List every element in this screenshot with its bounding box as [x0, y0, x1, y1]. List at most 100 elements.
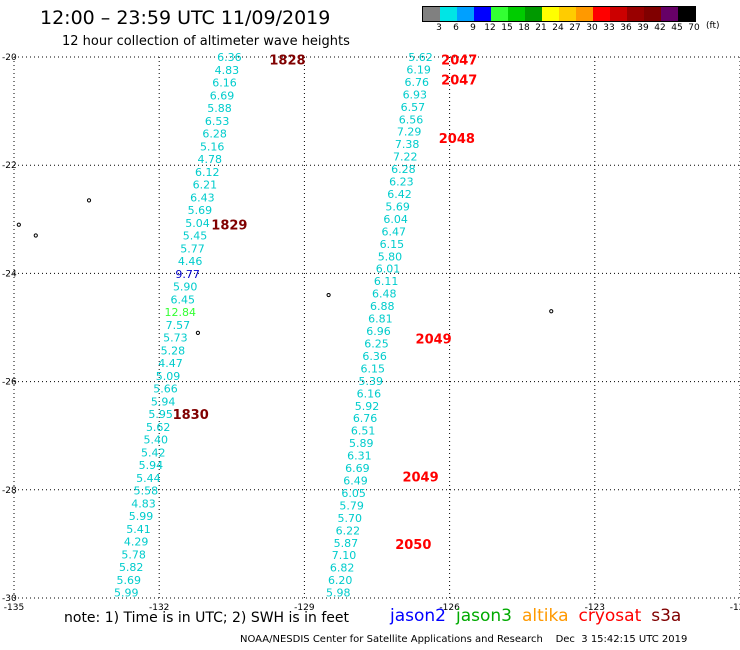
- map-title: 12:00 – 23:59 UTC 11/09/2019: [40, 7, 331, 29]
- legend-label: 9: [470, 23, 476, 33]
- swh-value: 5.89: [349, 437, 374, 450]
- legend-label: 12: [484, 23, 496, 33]
- pass-time-label: 1829: [211, 219, 247, 234]
- swh-value: 5.62: [146, 421, 171, 434]
- swh-value: 6.16: [212, 77, 237, 90]
- island-marker: [195, 330, 201, 336]
- island-marker: [86, 198, 92, 203]
- swh-value: 5.90: [173, 281, 198, 294]
- legend-label: 36: [620, 23, 632, 33]
- legend-label: 18: [518, 23, 530, 33]
- lon-tick-label: -135: [4, 603, 24, 613]
- legend-labels: 3 6 9 12 15 18 21 24 27 30 33 36 39 42 45 70: [422, 22, 700, 34]
- satellite-name: jason3: [456, 606, 512, 626]
- satellite-name: cryosat: [578, 606, 642, 626]
- legend-unit: (ft): [706, 21, 720, 31]
- pass-time-label: 2047: [441, 54, 477, 69]
- swh-value: 6.16: [357, 387, 382, 400]
- swh-value: 6.05: [341, 487, 366, 500]
- legend-label: 30: [586, 23, 598, 33]
- swh-value: 5.41: [126, 523, 151, 536]
- swh-value: 5.04: [185, 217, 210, 230]
- swh-value: 6.45: [170, 293, 195, 306]
- lat-tick-label: -20: [2, 53, 17, 63]
- map-subtitle: 12 hour collection of altimeter wave hei…: [62, 34, 350, 49]
- swh-value: 5.16: [200, 140, 225, 153]
- swh-value: 4.46: [178, 255, 203, 268]
- swh-value: 5.09: [156, 370, 181, 383]
- swh-value: 4.78: [197, 153, 222, 166]
- swh-value: 6.69: [210, 89, 235, 102]
- pass-time-label: 2049: [402, 470, 438, 485]
- legend-label: 70: [688, 23, 700, 33]
- lat-tick-label: -30: [2, 594, 17, 604]
- legend-swatch: [508, 7, 525, 21]
- swh-value: 6.76: [404, 76, 429, 89]
- satellite-name: s3a: [651, 606, 682, 626]
- lon-tick-label: -126: [439, 603, 460, 613]
- swh-value: 5.45: [183, 230, 208, 243]
- swh-value: 4.83: [131, 497, 156, 510]
- swh-value: 6.43: [190, 191, 215, 204]
- lon-tick-label: -123: [585, 603, 605, 613]
- swh-value: 5.78: [121, 548, 146, 561]
- lat-tick-label: -26: [2, 378, 17, 388]
- legend-swatch: [644, 7, 661, 21]
- legend-label: 6: [453, 23, 459, 33]
- legend-swatch: [610, 7, 627, 21]
- legend-swatch: [423, 7, 440, 21]
- pass-time-label: 2049: [416, 332, 452, 347]
- legend-swatch: [661, 7, 678, 21]
- swh-value: 6.76: [353, 412, 378, 425]
- swh-value: 5.87: [334, 537, 359, 550]
- swh-value: 6.22: [336, 524, 361, 537]
- swh-value: 6.56: [399, 113, 424, 126]
- swh-value: 4.83: [215, 64, 240, 77]
- legend-label: 33: [603, 23, 615, 33]
- legend-label: 3: [436, 23, 442, 33]
- legend-swatch: [593, 7, 610, 21]
- pass-time-label: 1828: [269, 54, 305, 69]
- lon-tick-label: -120: [730, 603, 740, 613]
- swh-value: 6.81: [368, 313, 393, 326]
- swh-value: 5.99: [129, 510, 154, 523]
- swh-value: 5.95: [148, 408, 173, 421]
- swh-value: 6.36: [362, 350, 387, 363]
- swh-value: 5.70: [338, 512, 363, 525]
- swh-value: 6.48: [372, 288, 397, 301]
- legend-label: 24: [552, 23, 564, 33]
- legend-swatch: [457, 7, 474, 21]
- legend-swatch: [525, 7, 542, 21]
- island-marker: [33, 233, 38, 238]
- pass-labels: 1828 2047 2047 2048 1829 2049 1830 2049 2050: [173, 54, 478, 553]
- swh-value: 6.11: [374, 275, 399, 288]
- legend-label: 42: [654, 23, 666, 33]
- island-marker: [16, 222, 21, 227]
- legend-swatch: [627, 7, 644, 21]
- footer-note: note: 1) Time is in UTC; 2) SWH is in fe…: [64, 610, 350, 626]
- swh-value: 5.88: [207, 102, 232, 115]
- lon-tick-label: -129: [294, 603, 315, 613]
- swh-value: 6.25: [364, 337, 389, 350]
- swh-value: 5.80: [378, 250, 403, 263]
- swh-value: 5.42: [141, 446, 166, 459]
- swh-value: 5.79: [339, 499, 364, 512]
- pass-time-label: 2050: [395, 538, 431, 553]
- swh-value: 6.69: [345, 462, 370, 475]
- swh-value: 6.20: [328, 574, 353, 587]
- swh-value: 5.62: [408, 51, 433, 64]
- swh-value: 6.57: [401, 101, 426, 114]
- swh-value: 7.38: [395, 138, 420, 151]
- swh-value: 5.44: [136, 472, 161, 485]
- swh-value: 6.12: [195, 166, 220, 179]
- swh-value: 5.73: [163, 332, 188, 345]
- swh-value: 6.49: [343, 474, 368, 487]
- swh-value: 4.47: [158, 357, 183, 370]
- legend-swatches: [422, 6, 696, 22]
- swh-value: 5.77: [180, 242, 205, 255]
- swh-value: 5.98: [326, 587, 351, 600]
- lat-lon-grid: [13, 56, 740, 599]
- swh-value: 6.88: [370, 300, 395, 313]
- swh-value: 5.66: [153, 383, 178, 396]
